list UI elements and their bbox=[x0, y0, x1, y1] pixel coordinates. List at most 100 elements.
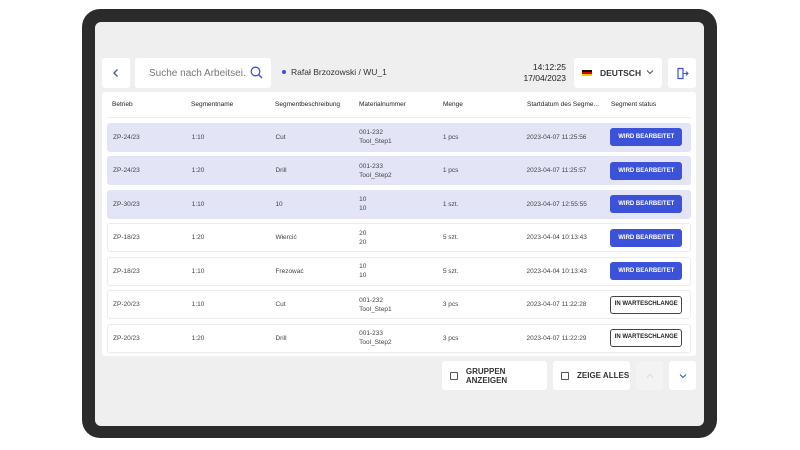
top-bar: Rafał Brzozowski / WU_1 14:12:25 17/04/2… bbox=[102, 58, 697, 88]
user-label: Rafał Brzozowski / WU_1 bbox=[291, 67, 387, 77]
cell-betrieb: ZP-24/23 bbox=[113, 167, 140, 174]
cell-start: 2023-04-07 11:22:28 bbox=[526, 301, 587, 308]
show-groups-toggle[interactable]: GRUPPEN ANZEIGEN bbox=[442, 361, 547, 390]
status-button[interactable]: WIRD BEARBEITET bbox=[610, 161, 683, 180]
cell-start: 2023-04-07 12:55:55 bbox=[526, 200, 587, 208]
status-button[interactable]: WIRD BEARBEITET bbox=[610, 195, 683, 213]
material-number: 10 bbox=[359, 196, 367, 203]
cell-material: 001-233 Tool_Step2 bbox=[359, 162, 443, 180]
cell-menge: 5 szt. bbox=[442, 267, 459, 275]
table-row[interactable]: ZP-30/23 1:10 10 10 10 1 szt. 2023-04-07 … bbox=[107, 189, 691, 219]
material-tool: 10 bbox=[359, 272, 367, 279]
status-button[interactable]: WIRD BEARBEITET bbox=[610, 228, 683, 247]
chevron-down-icon bbox=[646, 70, 654, 75]
checkbox[interactable] bbox=[450, 371, 458, 380]
material-tool: 10 bbox=[359, 205, 367, 212]
cell-desc: Cut bbox=[275, 133, 286, 141]
cell-start: 2023-04-04 10:13:43 bbox=[526, 234, 587, 241]
clock: 14:12:25 17/04/2023 bbox=[522, 62, 566, 84]
tablet-frame: Rafał Brzozowski / WU_1 14:12:25 17/04/2… bbox=[82, 9, 717, 438]
chevron-up-icon bbox=[646, 373, 653, 378]
search-box bbox=[135, 58, 271, 88]
app-screen: Rafał Brzozowski / WU_1 14:12:25 17/04/2… bbox=[95, 22, 704, 426]
table-row[interactable]: ZP-18/23 1:10 Frezować 10 10 5 szt. 2023-… bbox=[107, 256, 691, 286]
material-number: 001-232 bbox=[359, 296, 383, 304]
search-input[interactable] bbox=[149, 67, 245, 79]
cell-name: 1:20 bbox=[191, 334, 205, 342]
header-materialnummer[interactable]: Materialnummer bbox=[359, 101, 406, 108]
header-segmentname[interactable]: Segmentname bbox=[191, 101, 234, 108]
scroll-up-button[interactable] bbox=[636, 361, 663, 390]
scroll-down-button[interactable] bbox=[669, 361, 696, 390]
material-tool: Tool_Step1 bbox=[359, 305, 392, 313]
status-dot bbox=[282, 70, 286, 74]
chevron-down-icon bbox=[679, 373, 686, 378]
cell-betrieb: ZP-18/23 bbox=[113, 234, 140, 241]
cell-betrieb: ZP-20/23 bbox=[113, 301, 140, 308]
search-icon[interactable] bbox=[250, 66, 263, 79]
logout-button[interactable] bbox=[668, 58, 696, 88]
material-tool: Tool_Step1 bbox=[359, 138, 392, 145]
cell-desc: 10 bbox=[275, 200, 283, 208]
cell-menge: 1 pcs bbox=[442, 167, 459, 174]
cell-name: 1:20 bbox=[191, 234, 205, 241]
cell-betrieb: ZP-24/23 bbox=[113, 133, 140, 141]
show-groups-label: GRUPPEN ANZEIGEN bbox=[465, 366, 508, 385]
cell-name: 1:20 bbox=[191, 167, 205, 174]
status-button[interactable]: WIRD BEARBEITET bbox=[610, 262, 683, 280]
status-button[interactable]: IN WARTESCHLANGE bbox=[610, 329, 683, 347]
cell-desc: Drill bbox=[275, 334, 287, 342]
language-label: DEUTSCH bbox=[600, 68, 642, 78]
material-number: 20 bbox=[359, 229, 367, 237]
german-flag-icon bbox=[582, 69, 592, 77]
checkbox[interactable] bbox=[561, 371, 569, 380]
chevron-left-icon bbox=[113, 69, 118, 77]
header-betrieb[interactable]: Betrieb bbox=[112, 101, 133, 108]
cell-menge: 1 pcs bbox=[442, 133, 459, 141]
table-row[interactable]: ZP-24/23 1:20 Drill 001-233 Tool_Step2 1 … bbox=[107, 156, 691, 185]
cell-start: 2023-04-07 11:25:57 bbox=[526, 167, 587, 174]
material-number: 10 bbox=[359, 263, 367, 270]
table-row[interactable]: ZP-20/23 1:20 Drill 001-233 Tool_Step2 3 … bbox=[107, 323, 691, 353]
cell-desc: Wiercić bbox=[275, 234, 297, 241]
material-tool: Tool_Step2 bbox=[359, 171, 392, 179]
cell-material: 10 10 bbox=[359, 262, 443, 280]
cell-desc: Frezować bbox=[275, 267, 304, 275]
cell-material: 001-232 Tool_Step1 bbox=[359, 296, 443, 314]
language-select[interactable]: DEUTSCH bbox=[574, 58, 662, 88]
cell-material: 20 20 bbox=[359, 229, 443, 247]
user-info: Rafał Brzozowski / WU_1 bbox=[282, 67, 387, 77]
table-row[interactable]: ZP-24/23 1:10 Cut 001-232 Tool_Step1 1 pc… bbox=[107, 122, 691, 152]
material-tool: Tool_Step2 bbox=[359, 339, 392, 346]
cell-start: 2023-04-07 11:22:29 bbox=[526, 334, 587, 342]
cell-material: 10 10 bbox=[359, 195, 443, 213]
cell-betrieb: ZP-30/23 bbox=[113, 200, 140, 208]
status-button[interactable]: WIRD BEARBEITET bbox=[610, 128, 683, 146]
cell-desc: Drill bbox=[275, 167, 287, 174]
back-button[interactable] bbox=[102, 58, 130, 88]
cell-name: 1:10 bbox=[191, 301, 205, 308]
material-number: 001-233 bbox=[359, 162, 383, 170]
cell-name: 1:10 bbox=[191, 200, 205, 208]
cell-menge: 1 szt. bbox=[442, 200, 459, 208]
cell-menge: 3 pcs bbox=[442, 334, 459, 342]
header-segmentbeschreibung[interactable]: Segmentbeschreibung bbox=[275, 101, 341, 108]
header-startdatum[interactable]: Startdatum des Segme... bbox=[527, 101, 599, 108]
footer-bar: GRUPPEN ANZEIGEN ZEIGE ALLES bbox=[95, 361, 704, 390]
show-all-toggle[interactable]: ZEIGE ALLES bbox=[553, 361, 630, 390]
segments-table: Betrieb Segmentname Segmentbeschreibung … bbox=[102, 92, 696, 356]
header-menge[interactable]: Menge bbox=[443, 101, 463, 108]
cell-betrieb: ZP-20/23 bbox=[113, 334, 140, 342]
cell-material: 001-232 Tool_Step1 bbox=[359, 128, 443, 146]
cell-start: 2023-04-04 10:13:43 bbox=[526, 267, 587, 275]
status-button[interactable]: IN WARTESCHLANGE bbox=[610, 295, 683, 314]
cell-desc: Cut bbox=[275, 301, 286, 308]
date: 17/04/2023 bbox=[523, 73, 566, 83]
cell-menge: 3 pcs bbox=[442, 301, 459, 308]
show-all-label: ZEIGE ALLES bbox=[577, 371, 630, 380]
material-tool: 20 bbox=[359, 238, 367, 246]
table-row[interactable]: ZP-20/23 1:10 Cut 001-232 Tool_Step1 3 pc… bbox=[107, 290, 691, 319]
material-number: 001-232 bbox=[359, 129, 383, 136]
table-row[interactable]: ZP-18/23 1:20 Wiercić 20 20 5 szt. 2023-0… bbox=[107, 223, 691, 252]
header-segment-status[interactable]: Segment status bbox=[611, 101, 657, 108]
